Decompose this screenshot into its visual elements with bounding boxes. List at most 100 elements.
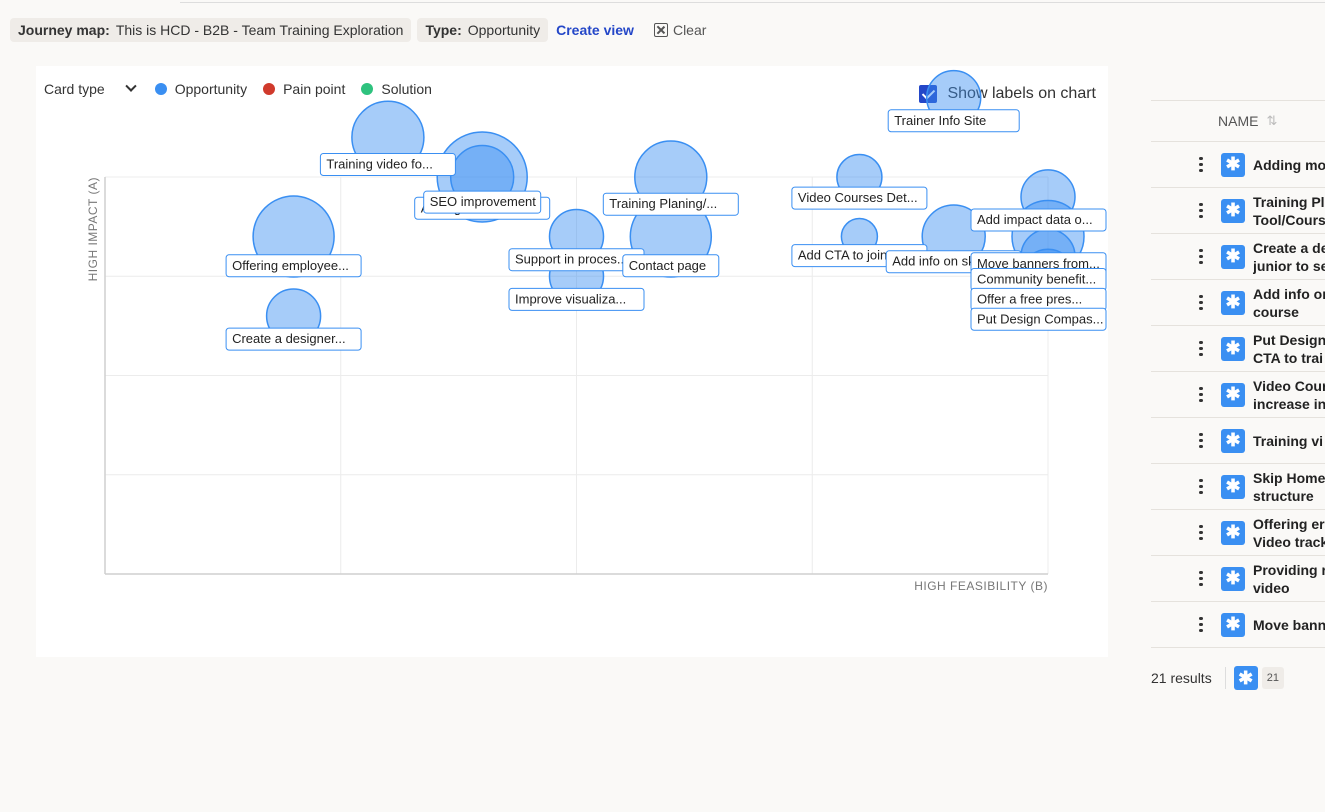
clear-label: Clear [672,22,707,38]
bubble-label[interactable]: Add impact data o... [970,208,1107,232]
more-options-icon[interactable] [1199,386,1203,403]
bubble-label-text: Add CTA to join C... [798,248,911,263]
card-name[interactable]: Providing r video [1253,561,1325,596]
filter-bar: Journey map: This is HCD - B2B - Team Tr… [10,18,706,42]
name-column-header[interactable]: NAME ⇅ [1218,113,1277,129]
sort-icon[interactable]: ⇅ [1266,113,1278,128]
bubble-label[interactable]: Create a designer... [225,327,362,351]
opportunity-asterisk-icon: ✱ [1221,198,1245,223]
table-row[interactable]: ✱ Video Cour increase in [1151,372,1325,418]
x-axis-label: HIGH FEASIBILITY (B) [914,579,1048,593]
bubble-label-text: Training Planing/... [609,196,717,211]
opportunity-asterisk-icon: ✱ [1221,244,1245,269]
pain-point-dot-icon [263,83,276,95]
more-options-icon[interactable] [1199,340,1203,357]
legend-item-pain-point: Pain point [263,81,345,97]
bubble-label[interactable]: Support in proces... [508,248,645,272]
bubble-label-box [508,287,645,311]
more-options-icon[interactable] [1199,432,1203,449]
type-filter-value: Opportunity [467,22,541,38]
results-count-label: 21 results [1151,670,1212,686]
top-divider [180,0,1325,3]
table-body: ✱ Adding mo ✱ Training Pl Tool/Cours ✱ Create… [1151,142,1325,648]
table-row[interactable]: ✱ Training Pl Tool/Cours [1151,188,1325,234]
more-options-icon[interactable] [1199,294,1203,311]
legend-label: Solution [381,81,432,97]
y-axis-label: HIGH IMPACT (A) [86,177,100,281]
bubble-label-text: Offer a free pres... [977,291,1082,306]
journey-map-filter-value: This is HCD - B2B - Team Training Explor… [115,22,404,38]
card-name[interactable]: Training vi [1253,432,1324,449]
bubble-label-box [970,208,1107,232]
bubble-label-text: Community benefit... [977,272,1096,287]
legend-item-solution: Solution [361,81,432,97]
card-name[interactable]: Adding mo [1253,156,1325,173]
table-row[interactable]: ✱ Training vi [1151,418,1325,464]
more-options-icon[interactable] [1199,478,1203,495]
bubble-label[interactable]: Video Courses Det... [791,186,928,210]
journey-map-filter-chip[interactable]: Journey map: This is HCD - B2B - Team Tr… [10,18,412,42]
table-row[interactable]: ✱ Offering er Video track [1151,510,1325,556]
bubble-label-box [602,192,739,216]
bubble-label[interactable]: Training Planing/... [602,192,739,216]
more-options-icon[interactable] [1199,248,1203,265]
bubble-label[interactable]: SEO improvement [423,190,542,214]
bubble-label[interactable]: Community benefit... [970,268,1107,292]
bubble-label-text: Add info on skill... [892,254,994,269]
opportunity-asterisk-icon: ✱ [1221,336,1245,361]
legend-item-opportunity: Opportunity [154,81,247,97]
opportunity-asterisk-icon: ✱ [1221,428,1245,453]
card-type-dropdown[interactable]: Card type [44,80,137,97]
create-view-link[interactable]: Create view [556,22,634,38]
table-row[interactable]: ✱ Add info or course [1151,280,1325,326]
checkbox-checked-icon[interactable] [919,85,938,103]
card-name[interactable]: Offering er Video track [1253,515,1325,550]
more-options-icon[interactable] [1199,202,1203,219]
bubble-label-box [319,153,456,176]
clear-filters-button[interactable]: Clear [653,22,707,38]
table-row[interactable]: ✱ Adding mo [1151,142,1325,188]
results-footer: 21 results ✱ 21 [1151,666,1284,690]
opportunity-dot-icon [154,83,167,95]
table-row[interactable]: ✱ Put Design CTA to trai [1151,326,1325,372]
cards-table: NAME ⇅ ✱ Adding mo ✱ Training Pl Tool/Cours… [1151,100,1325,648]
card-name[interactable]: Put Design CTA to trai [1253,331,1325,366]
bubble-label[interactable]: Trainer Info Site [887,109,1020,133]
bubble-label-text: Training video fo... [326,157,432,172]
more-options-icon[interactable] [1199,156,1203,173]
bubble-label-text: Contact page [629,258,706,273]
more-options-icon[interactable] [1199,570,1203,587]
table-row[interactable]: ✱ Providing r video [1151,556,1325,602]
table-row[interactable]: ✱ Create a de junior to se [1151,234,1325,280]
card-name[interactable]: Video Cour increase in [1253,377,1325,412]
bubble-label[interactable]: Improve visualiza... [508,287,645,311]
bubble-label-text: Video Courses Det... [798,190,918,205]
opportunity-asterisk-icon: ✱ [1221,520,1245,545]
divider [1224,667,1226,689]
card-name[interactable]: Move bann [1253,616,1325,633]
bubble-label[interactable]: Contact page [622,254,720,278]
opportunity-count-badge: 21 [1261,667,1284,689]
journey-map-filter-key: Journey map: [18,22,110,38]
card-name[interactable]: Create a de junior to se [1253,239,1325,274]
opportunity-asterisk-icon: ✱ [1221,382,1245,407]
card-name[interactable]: Training Pl Tool/Cours [1253,193,1325,228]
card-name[interactable]: Add info or course [1253,285,1325,320]
opportunity-asterisk-icon: ✱ [1221,612,1245,637]
bubble-label-box [225,327,362,351]
type-filter-chip[interactable]: Type: Opportunity [417,18,549,42]
bubble-label[interactable]: Offer a free pres... [970,287,1107,311]
bubble-label-text: Add impact data o... [977,212,1093,227]
bubble-label[interactable]: Offering employee... [225,254,362,278]
bubble-label[interactable]: Put Design Compas... [970,307,1107,331]
legend-label: Pain point [283,81,346,97]
card-name[interactable]: Skip Home structure [1253,469,1325,504]
more-options-icon[interactable] [1199,524,1203,541]
bubble-label[interactable]: Training video fo... [319,153,456,176]
opportunity-asterisk-icon: ✱ [1221,152,1245,177]
table-row[interactable]: ✱ Skip Home structure [1151,464,1325,510]
show-labels-toggle[interactable]: Show labels on chart [919,85,1096,103]
more-options-icon[interactable] [1199,616,1203,633]
table-row[interactable]: ✱ Move bann [1151,602,1325,648]
chart-panel: Card type Opportunity Pain point Solutio… [36,66,1108,657]
